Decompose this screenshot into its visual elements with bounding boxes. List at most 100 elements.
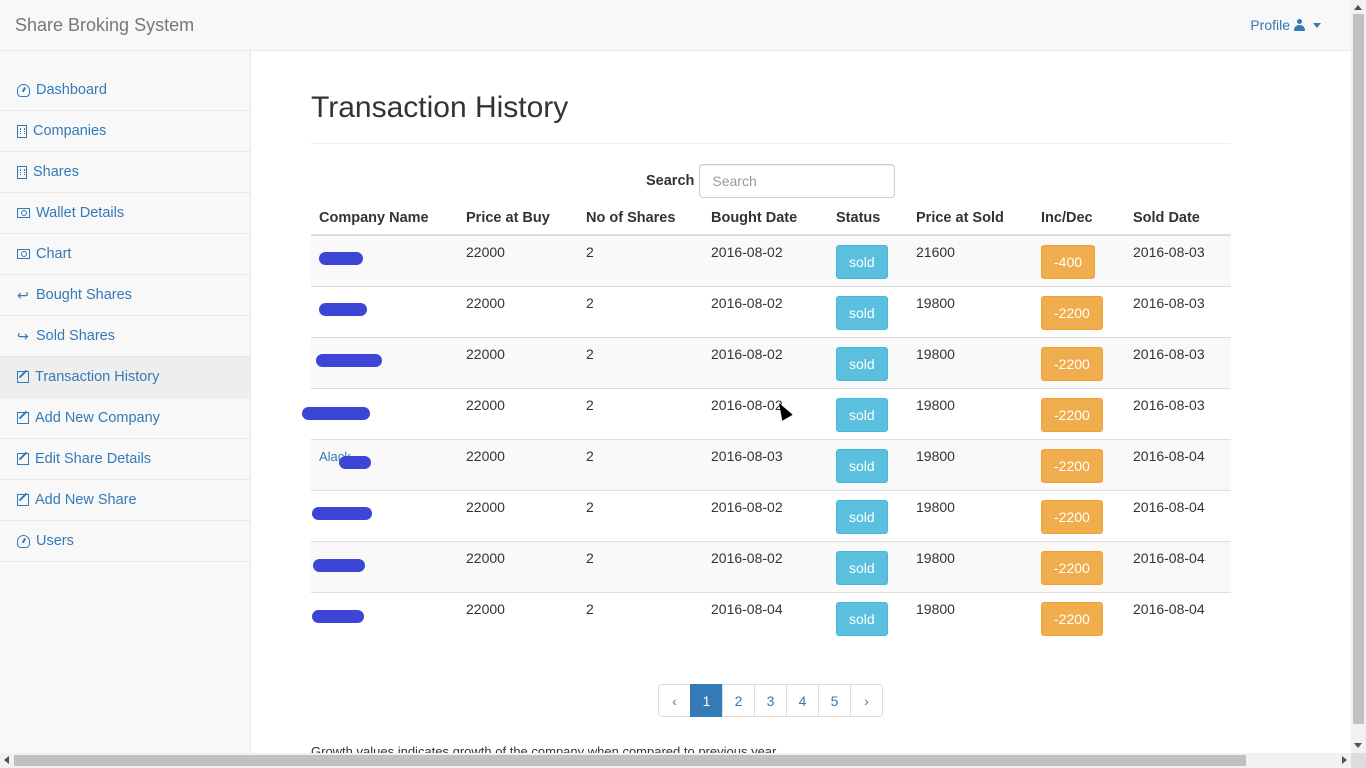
company-name-cell <box>311 337 458 389</box>
header-bought-date[interactable]: Bought Date <box>703 199 828 236</box>
table-row: 22000 2 2016-08-02 sold 19800 -2200 2016-08-03 <box>311 286 1231 338</box>
pagination-page-1[interactable]: 1 <box>690 684 723 717</box>
header-inc-dec[interactable]: Inc/Dec <box>1033 199 1125 236</box>
pagination-page-2[interactable]: 2 <box>722 684 755 717</box>
sidebar-item-shares[interactable]: Shares <box>0 152 250 193</box>
price-at-buy-cell: 22000 <box>458 234 578 287</box>
sold-date-cell: 2016-08-03 <box>1125 337 1231 389</box>
history-icon <box>17 371 29 383</box>
inc-dec-badge[interactable]: -2200 <box>1041 500 1103 534</box>
building-icon <box>17 165 27 179</box>
sidebar-item-transaction-history[interactable]: Transaction History <box>0 357 250 398</box>
status-badge[interactable]: sold <box>836 398 888 432</box>
sidebar-item-label: Dashboard <box>36 82 107 98</box>
sidebar-item-edit-share-details[interactable]: Edit Share Details <box>0 439 250 480</box>
pagination-page-5[interactable]: 5 <box>818 684 851 717</box>
scroll-down-icon[interactable] <box>1354 743 1362 748</box>
sidebar-item-dashboard[interactable]: Dashboard <box>0 70 250 111</box>
status-cell: sold <box>828 388 908 440</box>
no-of-shares-cell: 2 <box>578 490 703 542</box>
sold-date-cell: 2016-08-04 <box>1125 490 1231 542</box>
header-no-of-shares[interactable]: No of Shares <box>578 199 703 236</box>
sold-date-cell: 2016-08-03 <box>1125 286 1231 338</box>
company-name-cell <box>302 388 458 440</box>
sidebar-item-chart[interactable]: Chart <box>0 234 250 275</box>
sidebar-item-users[interactable]: Users <box>0 521 250 562</box>
header-status[interactable]: Status <box>828 199 908 236</box>
inc-dec-badge[interactable]: -2200 <box>1041 602 1103 636</box>
inc-dec-cell: -2200 <box>1033 541 1125 593</box>
status-badge[interactable]: sold <box>836 245 888 279</box>
sidebar-item-label: Companies <box>33 123 107 139</box>
inc-dec-badge[interactable]: -2200 <box>1041 347 1103 381</box>
money-icon <box>17 208 30 218</box>
sidebar-item-add-new-company[interactable]: Add New Company <box>0 398 250 439</box>
vertical-scrollbar[interactable] <box>1351 0 1366 753</box>
inc-dec-badge[interactable]: -2200 <box>1041 449 1103 483</box>
sold-date-cell: 2016-08-04 <box>1125 541 1231 593</box>
sidebar-item-add-new-share[interactable]: Add New Share <box>0 480 250 521</box>
sidebar-item-companies[interactable]: Companies <box>0 111 250 152</box>
pagination-prev[interactable]: ‹ <box>658 684 691 717</box>
search-input[interactable] <box>699 164 896 198</box>
header-company-name[interactable]: Company Name <box>311 199 458 236</box>
status-badge[interactable]: sold <box>836 602 888 636</box>
company-name-cell <box>311 490 458 542</box>
scroll-left-icon[interactable] <box>4 756 9 764</box>
scrollbar-thumb[interactable] <box>14 755 1246 766</box>
inc-dec-badge[interactable]: -400 <box>1041 245 1096 279</box>
status-badge[interactable]: sold <box>836 551 888 585</box>
inc-dec-badge[interactable]: -2200 <box>1041 398 1103 432</box>
price-at-buy-cell: 22000 <box>458 286 578 338</box>
horizontal-scrollbar[interactable] <box>0 753 1366 768</box>
share-icon: ↪ <box>17 327 29 344</box>
status-cell: sold <box>828 234 908 287</box>
inc-dec-badge[interactable]: -2200 <box>1041 296 1103 330</box>
sidebar-item-wallet-details[interactable]: Wallet Details <box>0 193 250 234</box>
scroll-up-icon[interactable] <box>1354 5 1362 10</box>
scrollbar-thumb[interactable] <box>1353 14 1364 724</box>
price-at-sold-cell: 19800 <box>908 286 1033 338</box>
sidebar-item-label: Add New Share <box>35 492 137 508</box>
inc-dec-cell: -2200 <box>1033 592 1125 644</box>
pagination-page-4[interactable]: 4 <box>786 684 819 717</box>
price-at-sold-cell: 19800 <box>908 388 1033 440</box>
pagination-next[interactable]: › <box>850 684 883 717</box>
page-title: Transaction History <box>311 91 569 124</box>
status-cell: sold <box>828 286 908 338</box>
header-price-at-buy[interactable]: Price at Buy <box>458 199 578 236</box>
price-at-sold-cell: 19800 <box>908 439 1033 491</box>
inc-dec-badge[interactable]: -2200 <box>1041 551 1103 585</box>
pagination: ‹ 1 2 3 4 5 › <box>658 684 883 717</box>
scroll-right-icon[interactable] <box>1342 756 1347 764</box>
status-badge[interactable]: sold <box>836 347 888 381</box>
bought-date-cell: 2016-08-02 <box>703 234 828 287</box>
header-price-at-sold[interactable]: Price at Sold <box>908 199 1033 236</box>
profile-label: Profile <box>1250 17 1290 33</box>
pagination-page-3[interactable]: 3 <box>754 684 787 717</box>
table-row: 22000 2 2016-08-02 sold 19800 -2200 2016-08-03 <box>302 388 1231 440</box>
sidebar-item-label: Shares <box>33 164 79 180</box>
status-badge[interactable]: sold <box>836 449 888 483</box>
sidebar-item-label: Wallet Details <box>36 205 125 221</box>
redaction-mark <box>319 303 367 316</box>
status-badge[interactable]: sold <box>836 296 888 330</box>
table-row: 22000 2 2016-08-02 sold 19800 -2200 2016-08-04 <box>311 541 1231 593</box>
profile-dropdown[interactable]: Profile <box>1250 17 1321 33</box>
price-at-buy-cell: 22000 <box>458 541 578 593</box>
search-bar: Search <box>646 164 896 198</box>
company-name-cell <box>311 234 458 287</box>
status-cell: sold <box>828 490 908 542</box>
sidebar-item-sold-shares[interactable]: ↪ Sold Shares <box>0 316 250 357</box>
bought-date-cell: 2016-08-02 <box>703 388 828 440</box>
sidebar-item-bought-shares[interactable]: ↩ Bought Shares <box>0 275 250 316</box>
redaction-mark <box>313 559 365 572</box>
edit-icon <box>17 453 29 465</box>
brand-link[interactable]: Share Broking System <box>15 15 195 35</box>
header-sold-date[interactable]: Sold Date <box>1125 199 1231 236</box>
dashboard-icon <box>17 534 30 548</box>
company-name-cell <box>311 592 458 644</box>
status-badge[interactable]: sold <box>836 500 888 534</box>
transaction-table: Company Name Price at Buy No of Shares B… <box>302 199 1231 644</box>
sidebar-nav: Dashboard Companies Shares Wallet Detail… <box>0 70 250 562</box>
